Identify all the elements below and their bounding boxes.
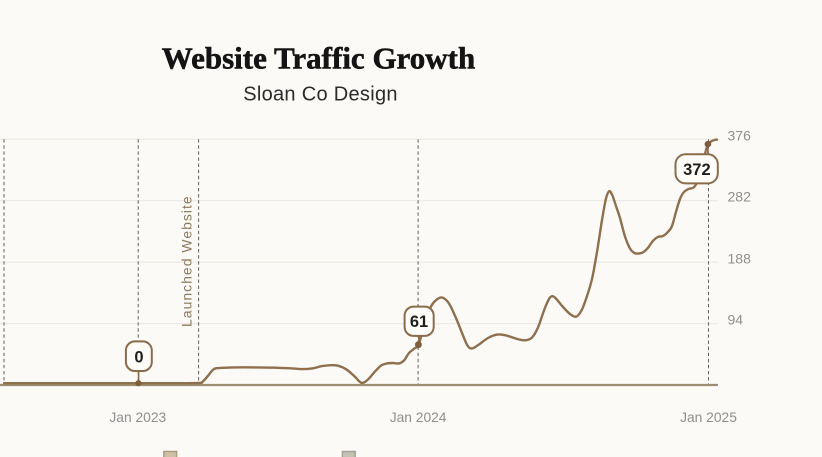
svg-text:188: 188 [728,250,752,266]
svg-text:Website Traffic Growth: Website Traffic Growth [162,40,475,75]
svg-text:Jan 2023: Jan 2023 [109,410,166,425]
svg-text:Launched Website: Launched Website [179,195,195,327]
svg-text:61: 61 [410,313,428,331]
svg-text:Jan 2024: Jan 2024 [390,410,447,425]
svg-text:282: 282 [728,188,752,204]
svg-text:0: 0 [134,348,143,366]
svg-text:372: 372 [683,161,711,179]
svg-text:Jan 2025: Jan 2025 [680,410,737,425]
svg-text:Sloan Co Design: Sloan Co Design [243,84,398,106]
svg-text:94: 94 [728,312,744,328]
svg-text:376: 376 [728,127,752,143]
